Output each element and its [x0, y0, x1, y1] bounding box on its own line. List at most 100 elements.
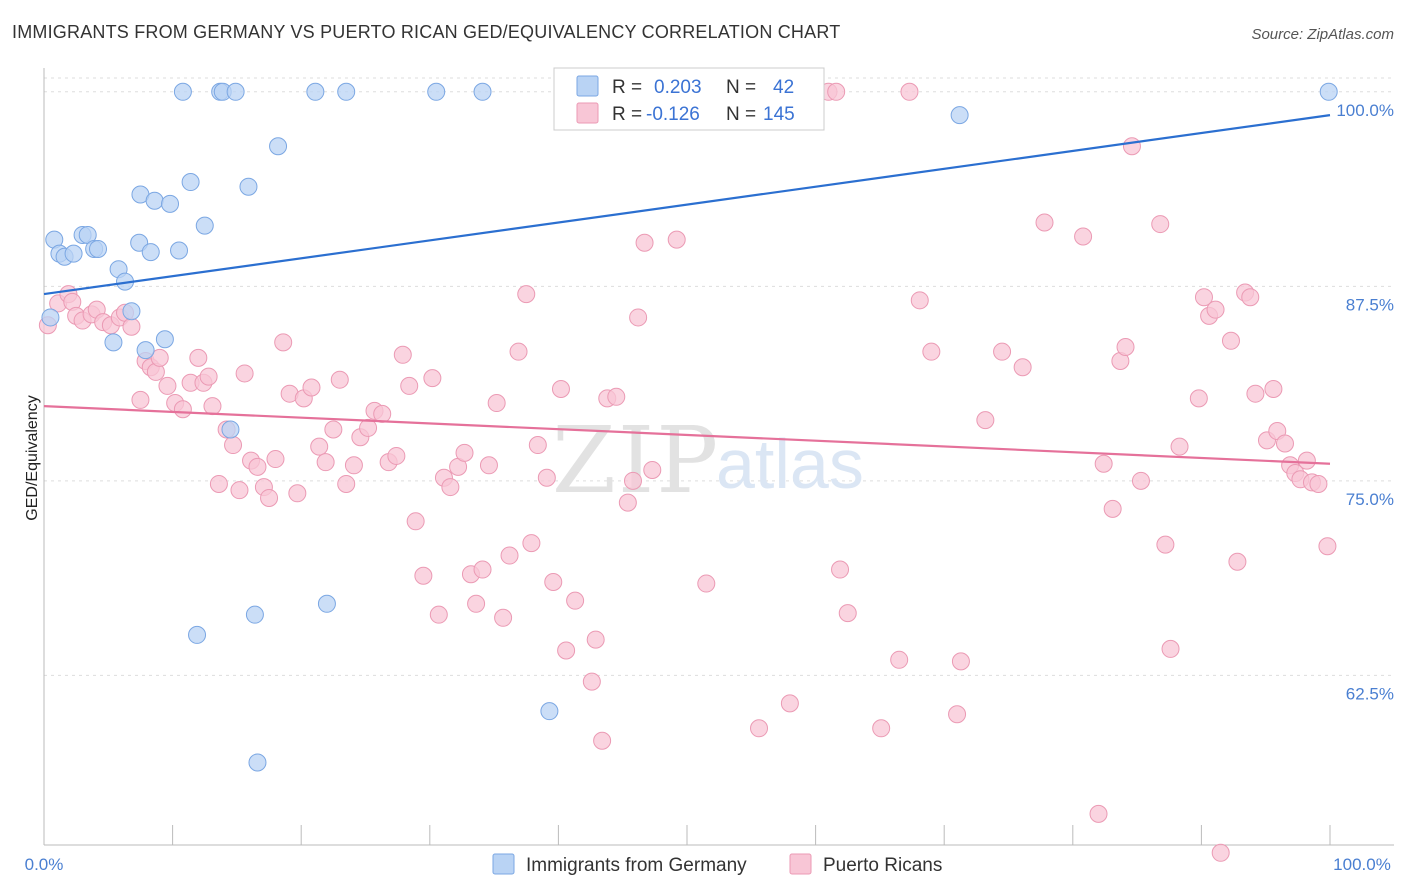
puerto-ricans-point-52 — [387, 446, 406, 465]
legend-swatch-blue — [576, 75, 599, 97]
chart-title: IMMIGRANTS FROM GERMANY VS PUERTO RICAN … — [12, 22, 840, 42]
puerto-ricans-point-69 — [500, 546, 519, 565]
puerto-ricans-point-75 — [544, 572, 563, 591]
puerto-ricans-point-57 — [423, 369, 442, 388]
puerto-ricans-point-127 — [1228, 552, 1247, 571]
puerto-ricans-point-132 — [1264, 380, 1283, 399]
x-tick-label-max: 100.0% — [1333, 855, 1391, 874]
germany-point-4 — [64, 244, 83, 263]
germany-point-18 — [155, 330, 174, 349]
puerto-ricans-point-30 — [235, 364, 254, 383]
germany-point-34 — [337, 82, 356, 101]
puerto-ricans-point-104 — [951, 652, 970, 671]
y-tick-label-3: 100.0% — [1336, 101, 1394, 120]
puerto-ricans-point-29 — [230, 481, 249, 500]
y-tick-label-1: 75.0% — [1346, 490, 1394, 509]
germany-point-33 — [317, 594, 336, 613]
puerto-ricans-point-120 — [1170, 437, 1189, 456]
puerto-ricans-point-43 — [324, 420, 343, 439]
germany-point-28 — [239, 177, 258, 196]
trend-line-germany — [43, 114, 1331, 296]
puerto-ricans-point-73 — [528, 436, 547, 455]
puerto-ricans-point-85 — [623, 471, 642, 490]
puerto-ricans-point-72 — [522, 534, 541, 553]
puerto-ricans-point-13 — [131, 390, 150, 409]
puerto-ricans-point-50 — [373, 404, 392, 423]
puerto-ricans-point-62 — [455, 443, 474, 462]
germany-point-29 — [245, 605, 264, 624]
germany-point-31 — [269, 137, 288, 156]
puerto-ricans-point-84 — [618, 493, 637, 512]
puerto-ricans-point-112 — [1103, 499, 1122, 518]
legend-r-value-2: -0.126 — [646, 104, 700, 125]
puerto-ricans-point-65 — [473, 560, 492, 579]
puerto-ricans-point-87 — [635, 233, 654, 252]
puerto-ricans-point-95 — [827, 82, 846, 101]
puerto-ricans-point-76 — [551, 380, 570, 399]
puerto-ricans-point-80 — [586, 630, 605, 649]
puerto-ricans-point-118 — [1156, 535, 1175, 554]
germany-point-30 — [248, 753, 267, 772]
puerto-ricans-point-54 — [400, 376, 419, 395]
puerto-ricans-point-77 — [557, 641, 576, 660]
germany-point-12 — [122, 302, 141, 321]
puerto-ricans-point-66 — [479, 456, 498, 475]
puerto-ricans-point-28 — [224, 436, 243, 455]
germany-point-35 — [427, 82, 446, 101]
puerto-ricans-point-115 — [1122, 137, 1141, 156]
puerto-ricans-point-109 — [1074, 227, 1093, 246]
puerto-ricans-point-121 — [1189, 389, 1208, 408]
puerto-ricans-point-122 — [1194, 288, 1213, 307]
legend-n-label-2: N = — [726, 104, 756, 125]
puerto-ricans-point-36 — [274, 333, 293, 352]
x-ticks — [172, 825, 1331, 845]
puerto-ricans-point-35 — [266, 450, 285, 469]
puerto-ricans-point-22 — [189, 348, 208, 367]
puerto-ricans-point-103 — [948, 705, 967, 724]
trend-line-puerto-ricans — [43, 405, 1331, 465]
puerto-ricans-point-100 — [900, 82, 919, 101]
puerto-ricans-point-101 — [910, 291, 929, 310]
legend-r-label-1: R = — [612, 77, 642, 98]
puerto-ricans-point-124 — [1206, 300, 1225, 319]
series-immigrants-from-germany — [41, 82, 1338, 772]
puerto-ricans-point-125 — [1211, 843, 1230, 862]
legend-n-value-1: 42 — [773, 77, 794, 98]
stats-legend: R = 0.203 N = 42 R = -0.126 N = 145 — [553, 67, 825, 131]
puerto-ricans-point-56 — [414, 566, 433, 585]
puerto-ricans-point-98 — [872, 719, 891, 738]
puerto-ricans-point-18 — [158, 376, 177, 395]
germany-point-40 — [950, 106, 969, 125]
puerto-ricans-point-116 — [1131, 471, 1150, 490]
bottom-legend-label-1: Immigrants from Germany — [526, 855, 747, 876]
germany-point-9 — [104, 333, 123, 352]
legend-r-value-1: 0.203 — [654, 77, 702, 98]
puerto-ricans-point-138 — [1297, 451, 1316, 470]
bottom-legend-swatch-blue — [492, 853, 515, 875]
watermark-zip: ZIP — [552, 407, 720, 514]
puerto-ricans-point-141 — [1318, 537, 1337, 556]
puerto-ricans-point-20 — [173, 400, 192, 419]
puerto-ricans-point-111 — [1094, 454, 1113, 473]
puerto-ricans-point-96 — [831, 560, 850, 579]
puerto-ricans-point-42 — [316, 453, 335, 472]
germany-point-27 — [226, 82, 245, 101]
puerto-ricans-point-102 — [922, 342, 941, 361]
puerto-ricans-point-108 — [1035, 213, 1054, 232]
y-tick-label-0: 62.5% — [1346, 684, 1394, 703]
y-tick-labels: 62.5% 75.0% 87.5% 100.0% — [1336, 101, 1394, 704]
series-puerto-ricans — [38, 82, 1337, 862]
puerto-ricans-point-110 — [1089, 804, 1108, 823]
puerto-ricans-point-40 — [302, 378, 321, 397]
germany-point-16 — [141, 243, 160, 262]
germany-point-36 — [473, 82, 492, 101]
chart-source: Source: ZipAtlas.com — [1251, 26, 1394, 43]
puerto-ricans-point-24 — [199, 367, 218, 386]
puerto-ricans-point-130 — [1246, 384, 1265, 403]
puerto-ricans-point-114 — [1116, 338, 1135, 357]
puerto-ricans-point-71 — [517, 285, 536, 304]
puerto-ricans-point-107 — [1013, 358, 1032, 377]
germany-point-22 — [181, 173, 200, 192]
germany-point-32 — [306, 82, 325, 101]
puerto-ricans-point-86 — [629, 308, 648, 327]
